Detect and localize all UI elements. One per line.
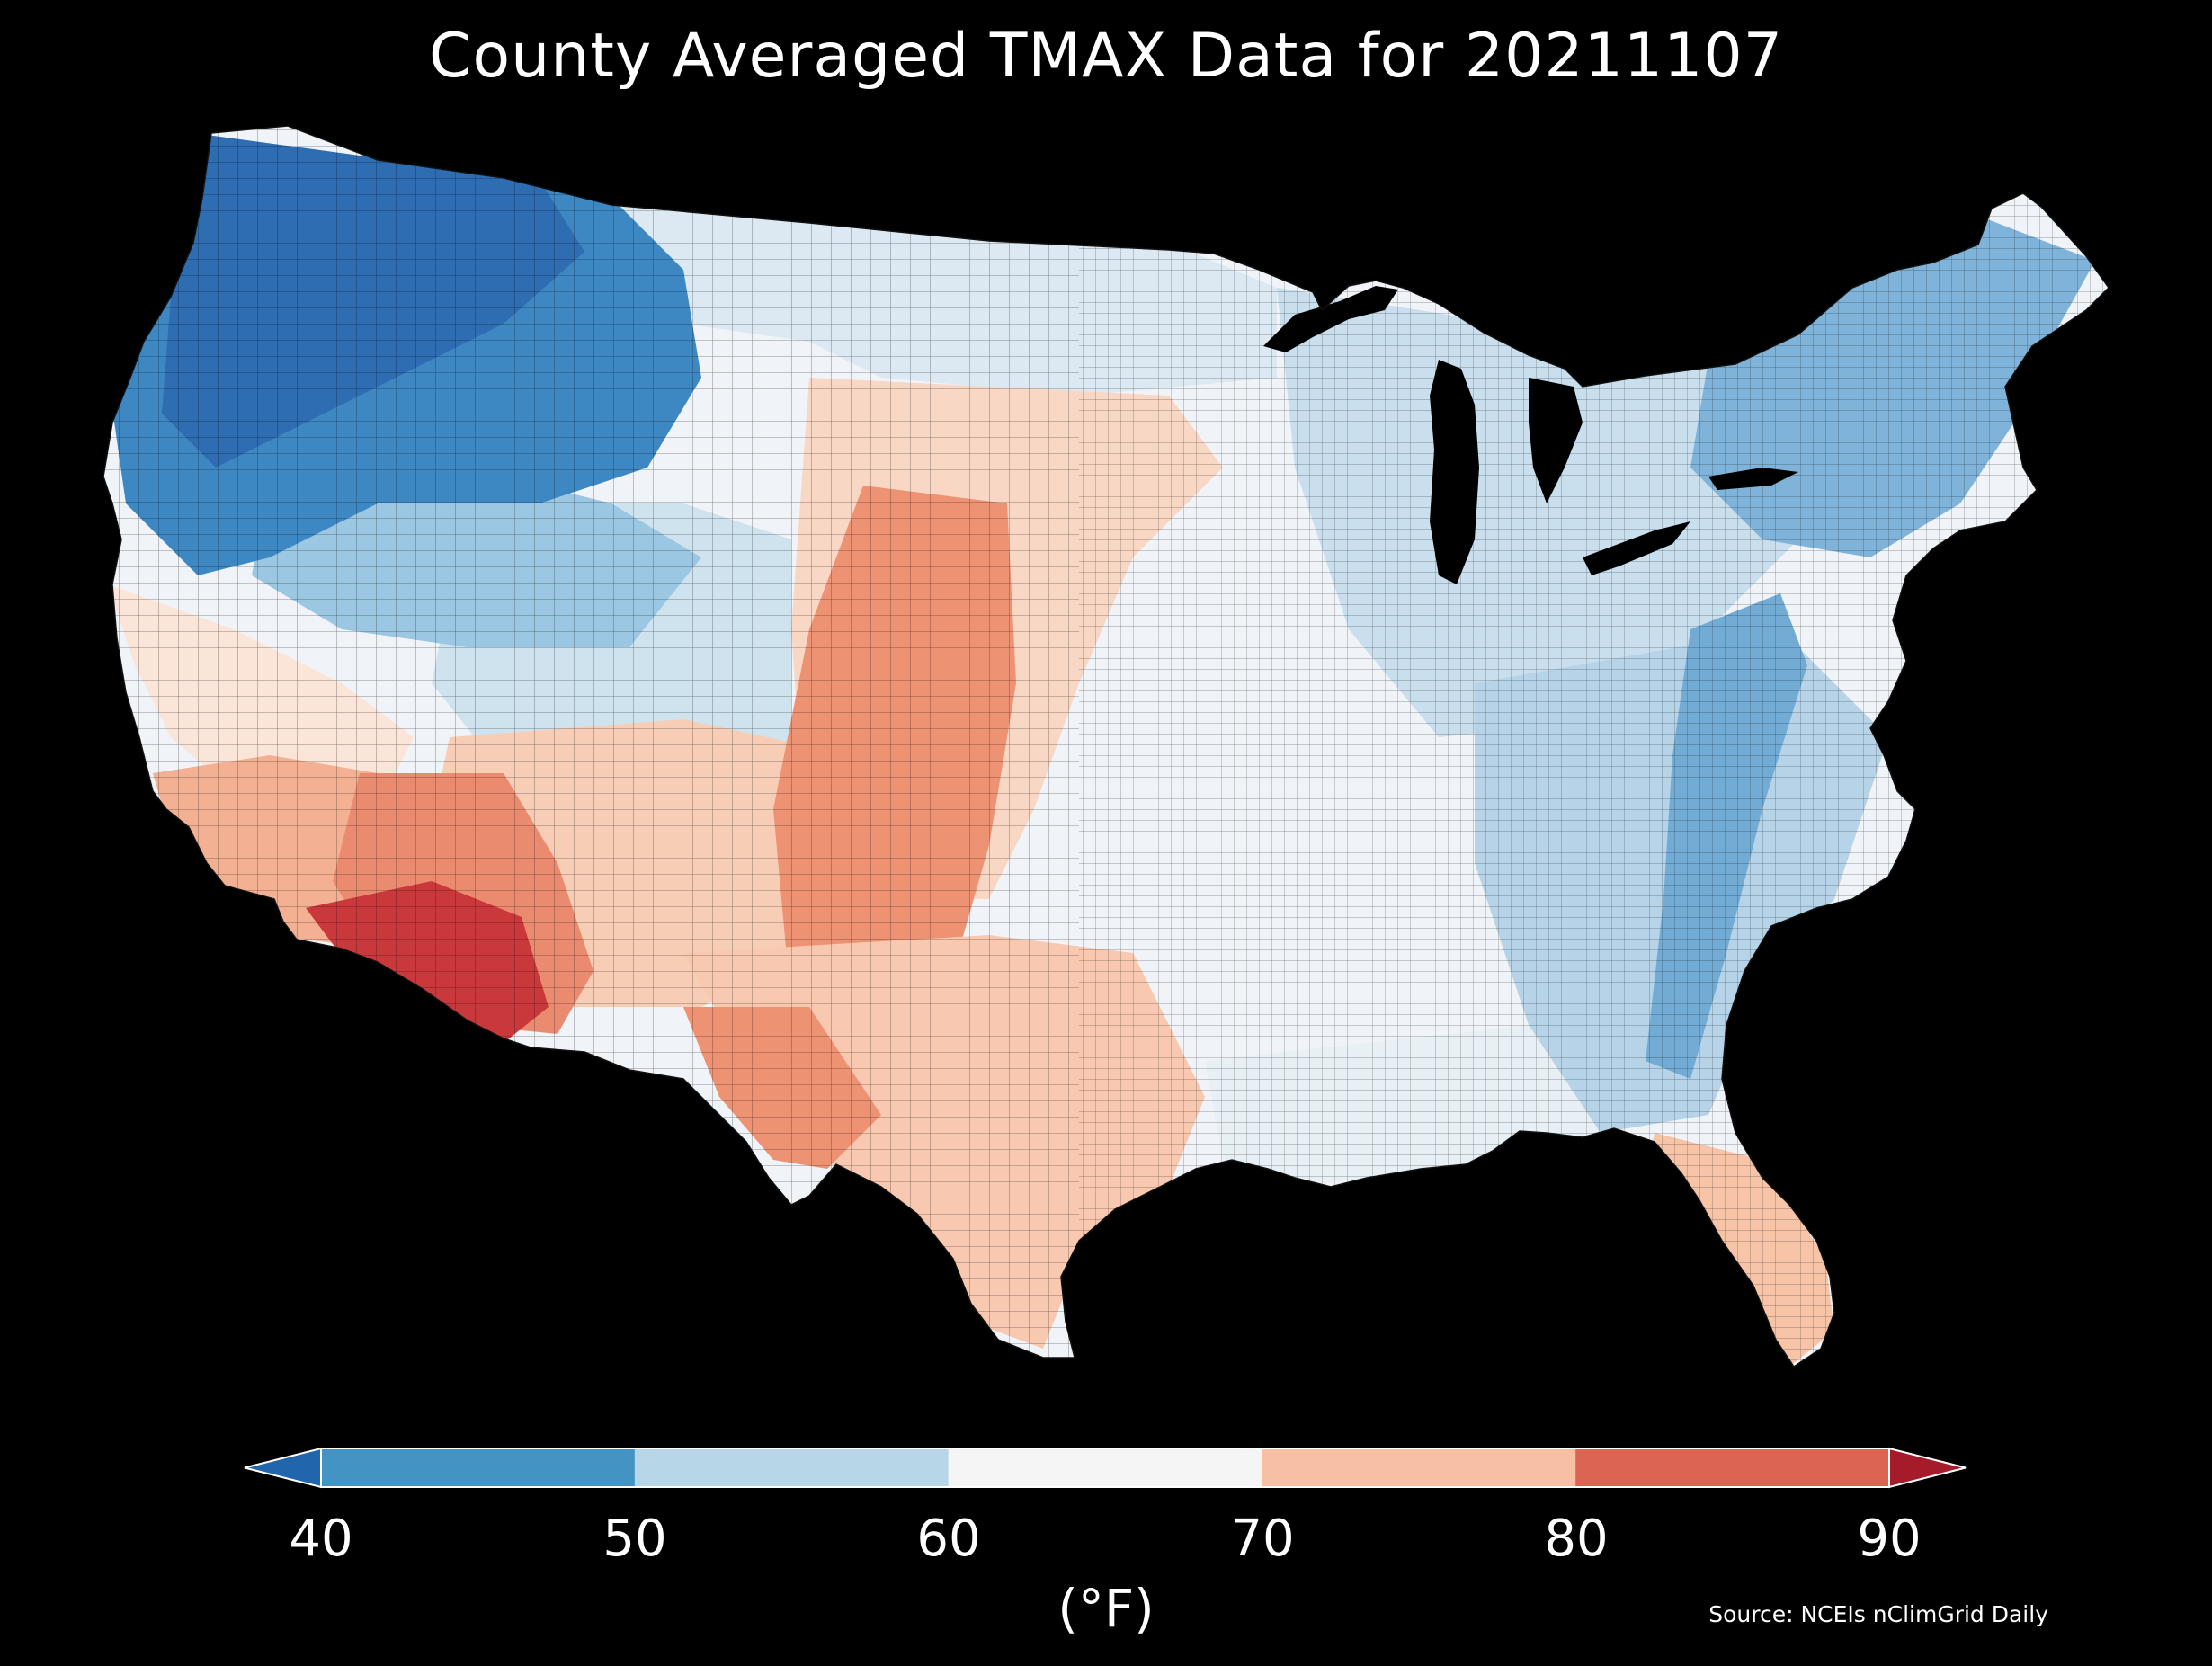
colorbar-bin [634, 1448, 950, 1487]
lake-michigan [1430, 360, 1479, 584]
colorbar-tick-label: 60 [916, 1510, 981, 1568]
colorbar-extend-low [244, 1447, 322, 1489]
colorbar-tick-label: 40 [289, 1510, 353, 1568]
great-lakes [1263, 286, 1798, 584]
colorbar-bin [1262, 1448, 1576, 1487]
colorbar-extend-high [1888, 1447, 1967, 1489]
colorbar-bin [321, 1448, 636, 1487]
colorbar-tick-label: 80 [1544, 1510, 1609, 1568]
colorbar-tick-label: 70 [1230, 1510, 1295, 1568]
source-note: Source: NCEIs nClimGrid Daily [1708, 1601, 2048, 1627]
map-title: County Averaged TMAX Data for 20211107 [429, 21, 1783, 92]
lake-ontario [1708, 468, 1798, 490]
colorbar-unit-label: (°F) [1057, 1578, 1155, 1639]
colorbar-frame [320, 1448, 1890, 1488]
lake-erie [1583, 521, 1690, 575]
colorbar-tick-label: 50 [602, 1510, 667, 1568]
colorbar-bin [1575, 1448, 1890, 1487]
lake-superior [1263, 286, 1398, 352]
lake-huron [1529, 378, 1583, 503]
colorbar-tick-label: 90 [1857, 1510, 1922, 1568]
colorbar-bin [948, 1448, 1262, 1487]
